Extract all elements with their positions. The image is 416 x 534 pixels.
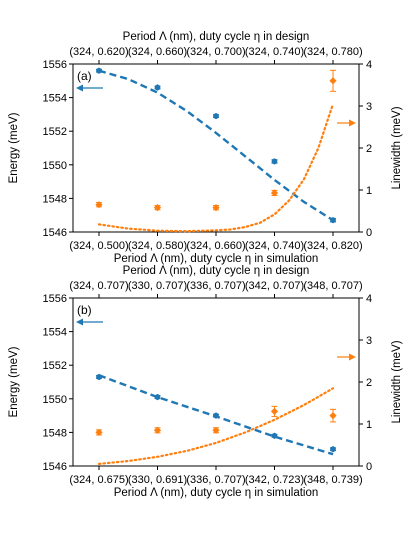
linewidth-point: [153, 426, 162, 434]
x-tick-label-top: (348, 0.707): [303, 280, 362, 292]
y-left-tick-label: 1546: [43, 461, 67, 473]
y-right-tick-label: 2: [366, 377, 372, 389]
x-tick-label-bottom: (324, 0.740): [245, 240, 304, 252]
x-tick-label-top: (342, 0.707): [245, 280, 304, 292]
y-left-tick-label: 1556: [43, 293, 67, 305]
x-axis-title-top: Period Λ (nm), duty cycle η in design: [123, 265, 310, 277]
y-left-tick-label: 1548: [43, 427, 67, 439]
panel-label: (b): [77, 303, 92, 317]
x-axis-title-top: Period Λ (nm), duty cycle η in design: [123, 31, 310, 43]
y-left-tick-label: 1554: [43, 93, 67, 105]
linewidth-axis-arrow: [349, 353, 356, 361]
energy-point: [271, 432, 278, 439]
x-tick-label-top: (324, 0.620): [69, 46, 128, 58]
x-tick-label-bottom: (324, 0.820): [303, 240, 362, 252]
energy-point: [271, 158, 278, 165]
linewidth-point: [95, 201, 103, 209]
panel-b: (324, 0.675) (330, 0.691) (336, 0.707) (342…: [8, 265, 403, 499]
y-right-tick-label: 3: [366, 101, 372, 113]
y-right-tick-label: 0: [366, 461, 372, 473]
x-tick-label-bottom: (342, 0.723): [245, 474, 304, 486]
linewidth-point: [329, 412, 337, 420]
linewidth-point: [270, 189, 279, 197]
energy-point: [154, 393, 161, 401]
linewidth-fit-curve: [97, 387, 335, 465]
plot-frame: [72, 297, 360, 467]
panel-a: (324, 0.500) (324, 0.580) (324, 0.660) (324…: [8, 31, 403, 265]
energy-point: [154, 84, 161, 91]
energy-point: [213, 112, 219, 120]
y-left-tick-label: 1556: [43, 59, 67, 71]
y-left-tick-label: 1550: [43, 160, 67, 172]
x-tick-label-bottom: (324, 0.675): [69, 474, 128, 486]
linewidth-point: [329, 77, 337, 85]
linewidth-point: [270, 407, 279, 415]
y-left-tick-label: 1546: [43, 227, 67, 239]
y-right-tick-label: 4: [366, 293, 372, 305]
y-right-tick-label: 0: [366, 227, 372, 239]
y-right-tick-label: 1: [366, 185, 372, 197]
y-right-tick-label: 3: [366, 335, 372, 347]
y-left-tick-label: 1552: [43, 126, 67, 138]
x-tick-label-top: (324, 0.707): [69, 280, 128, 292]
x-tick-label-bottom: (324, 0.580): [128, 240, 187, 252]
energy-point: [213, 412, 219, 419]
x-tick-label-top: (324, 0.660): [128, 46, 187, 58]
linewidth-axis-arrow: [349, 119, 356, 127]
y-right-tick-label: 2: [366, 143, 372, 155]
energy-point: [330, 446, 336, 453]
x-tick-label-top: (324, 0.700): [186, 46, 245, 58]
y-axis-title-left: Energy (meV): [8, 346, 20, 417]
x-tick-label-top: (324, 0.740): [245, 46, 304, 58]
linewidth-point: [95, 428, 103, 436]
x-tick-label-bottom: (336, 0.707): [186, 474, 245, 486]
energy-axis-arrow: [76, 318, 83, 326]
y-right-tick-label: 1: [366, 419, 372, 431]
x-tick-label-bottom: (330, 0.691): [128, 474, 187, 486]
x-axis-title-bottom: Period Λ (nm), duty cycle η in simulatio…: [114, 487, 319, 499]
energy-point: [330, 217, 336, 224]
linewidth-point: [153, 204, 162, 212]
x-tick-label-top: (336, 0.707): [186, 280, 245, 292]
energy-point: [96, 373, 102, 381]
x-tick-label-bottom: (324, 0.660): [186, 240, 245, 252]
energy-axis-arrow: [76, 84, 83, 92]
linewidth-point: [212, 204, 220, 212]
x-tick-label-bottom: (324, 0.500): [69, 240, 128, 252]
y-left-tick-label: 1552: [43, 360, 67, 372]
y-axis-title-right: Linewidth (meV): [391, 340, 403, 423]
linewidth-fit-curve: [97, 102, 335, 233]
y-axis-title-right: Linewidth (meV): [391, 106, 403, 189]
y-axis-title-left: Energy (meV): [8, 112, 20, 183]
energy-fit-curve: [98, 69, 334, 222]
y-left-tick-label: 1550: [43, 394, 67, 406]
y-left-tick-label: 1554: [43, 327, 67, 339]
x-tick-label-top: (330, 0.707): [128, 280, 187, 292]
x-tick-label-top: (324, 0.780): [303, 46, 362, 58]
x-tick-label-bottom: (348, 0.739): [303, 474, 362, 486]
panel-label: (a): [77, 69, 92, 83]
linewidth-point: [212, 426, 220, 434]
x-axis-title-bottom: Period Λ (nm), duty cycle η in simulatio…: [114, 253, 319, 265]
y-right-tick-label: 4: [366, 59, 372, 71]
energy-point: [96, 67, 102, 74]
y-left-tick-label: 1548: [43, 193, 67, 205]
